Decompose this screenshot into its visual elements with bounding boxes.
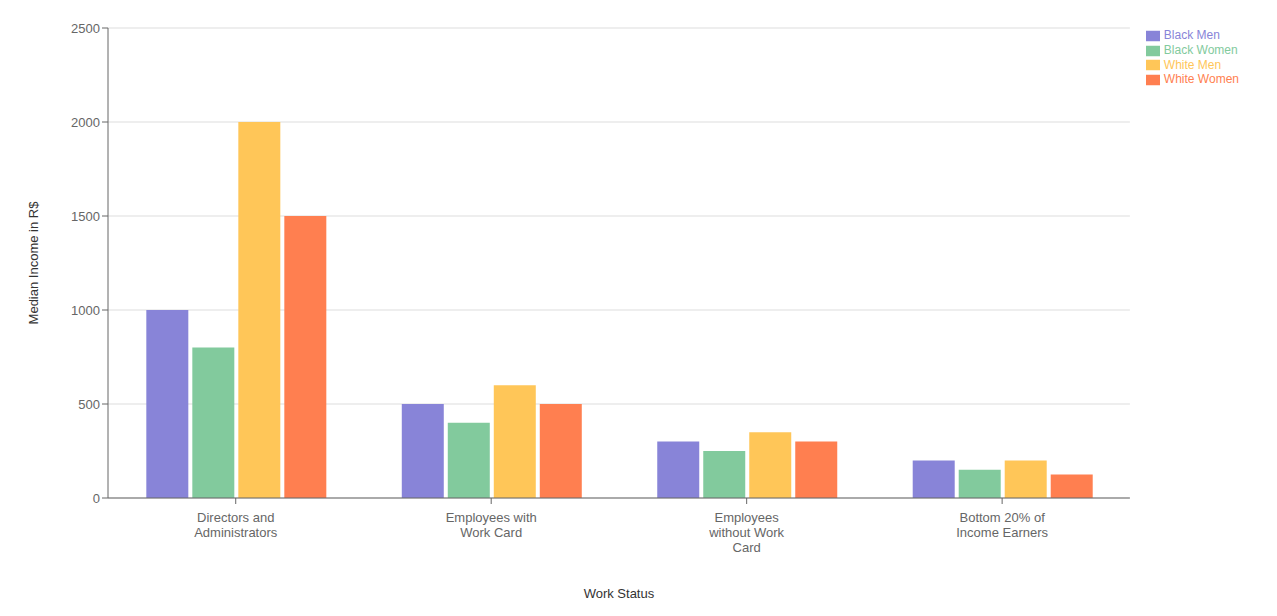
- svg-text:1000: 1000: [71, 303, 100, 318]
- svg-text:0: 0: [93, 491, 100, 506]
- svg-text:1500: 1500: [71, 209, 100, 224]
- svg-text:2500: 2500: [71, 21, 100, 36]
- svg-text:Median Income in R$: Median Income in R$: [26, 201, 41, 325]
- svg-text:Directors andAdministrators: Directors andAdministrators: [194, 510, 278, 540]
- html-text:White Men: White Men: [1163, 57, 1222, 72]
- html-text:Black Men: Black Men: [1163, 28, 1220, 42]
- svg-text:Employees withWork Card: Employees withWork Card: [446, 510, 537, 540]
- svg-text:Bottom 20% ofIncome Earners: Bottom 20% ofIncome Earners: [956, 510, 1048, 540]
- html-text:Black Women: Black Women: [1163, 42, 1238, 57]
- svg-text:Work Status: Work Status: [584, 586, 655, 601]
- svg-text:2000: 2000: [71, 115, 100, 130]
- html-text:White Women: White Women: [1163, 72, 1239, 87]
- svg-text:500: 500: [78, 397, 100, 412]
- svg-text:Employeeswithout WorkCard: Employeeswithout WorkCard: [708, 510, 784, 555]
